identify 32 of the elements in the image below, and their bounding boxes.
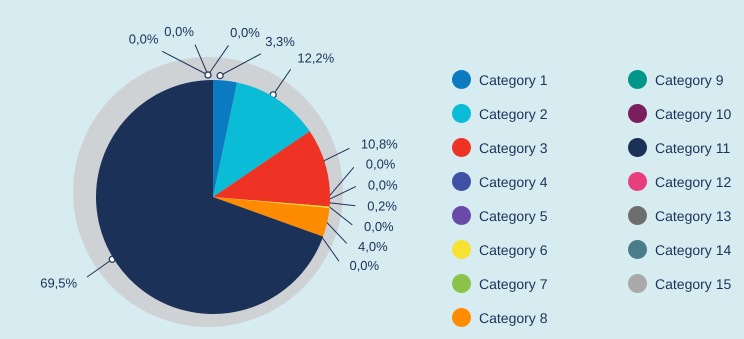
data-label: 3,3% [265,34,296,50]
legend-label: Category 6 [479,242,548,258]
data-label: 12,2% [297,50,335,66]
pie-slice [213,197,330,237]
legend-label: Category 3 [479,140,548,156]
legend-label: Category 5 [479,208,548,224]
legend-label: Category 4 [479,174,548,190]
legend-label: Category 7 [479,276,548,292]
data-label: 0,2% [367,198,398,214]
legend-label: Category 9 [655,72,724,88]
legend-label: Category 11 [655,140,730,156]
legend-label: Category 15 [655,276,732,292]
text: 0,0% [349,258,380,274]
text: 0,0% [230,24,260,40]
text: 0,0% [164,24,194,40]
data-label: 69,5% [40,275,78,290]
legend-label: Category 1 [479,72,548,88]
text: 0,0% [368,177,398,192]
legend-label: Category 14 [655,242,732,258]
data-label: 10,8% [360,136,398,152]
legend-label: Category 12 [655,174,732,190]
pie-slice [213,131,330,207]
legend-label: Category 2 [479,106,548,122]
text: 0,0% [364,219,394,234]
legend-label: Category 10 [655,106,732,122]
legend-label: Category 13 [655,208,732,224]
pie-slice [213,82,310,197]
legend-label: Category 8 [479,310,548,326]
data-label: 4,0% [358,239,388,254]
pie-slice [213,80,238,197]
text: 0,0% [128,31,158,46]
text: 0,0% [366,156,396,172]
